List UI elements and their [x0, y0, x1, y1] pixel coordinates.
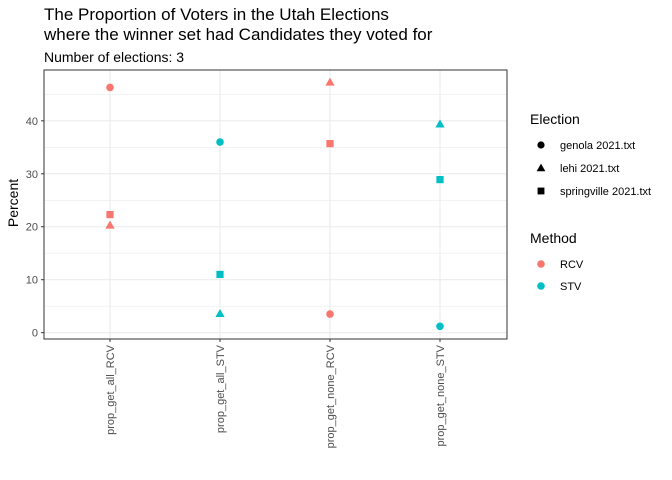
- data-point: [436, 322, 444, 331]
- data-point: [326, 140, 334, 148]
- data-point: [106, 210, 114, 219]
- x-tick-label: prop_get_none_RCV: [325, 344, 337, 448]
- data-point: [216, 138, 224, 146]
- legend-label-election: springville 2021.txt: [560, 186, 651, 198]
- chart-subtitle: Number of elections: 3: [44, 49, 184, 65]
- data-point: [215, 308, 225, 318]
- data-point: [326, 310, 334, 318]
- data-point: [106, 83, 114, 92]
- legend-label-election: genola 2021.txt: [560, 140, 635, 152]
- chart-title-line-1: The Proportion of Voters in the Utah Ele…: [44, 5, 389, 24]
- y-tick-label: 40: [26, 116, 38, 128]
- data-point: [216, 270, 224, 278]
- plot-border: [43, 69, 508, 340]
- y-tick-label: 20: [26, 222, 38, 234]
- legend-key-triangle: [536, 163, 546, 172]
- legend: Election genola 2021.txt lehi 2021.txt spri…: [530, 111, 651, 293]
- plot-layer: 0 10 20 30 40 prop_get_all_RCV prop_get_all_ST…: [26, 69, 508, 448]
- data-point: [435, 119, 445, 128]
- chart-title-line-2: where the winner set had Candidates they…: [43, 25, 433, 44]
- legend-key-color: [537, 282, 545, 290]
- legend-label-method: STV: [560, 281, 582, 293]
- y-tick-label: 10: [26, 275, 38, 287]
- legend-title-method: Method: [530, 230, 577, 246]
- legend-label-election: lehi 2021.txt: [560, 163, 619, 175]
- legend-key-square: [537, 187, 545, 195]
- y-axis-title: Percent: [5, 179, 21, 227]
- data-point: [436, 176, 444, 184]
- legend-key-circle: [537, 141, 545, 149]
- data-point: [325, 77, 335, 86]
- y-tick-label: 30: [26, 169, 38, 181]
- y-tick-label: 0: [32, 328, 38, 340]
- legend-title-election: Election: [530, 111, 580, 127]
- x-tick-label: prop_get_none_STV: [435, 344, 447, 446]
- data-point: [105, 220, 115, 229]
- legend-label-method: RCV: [560, 259, 584, 271]
- legend-key-color: [537, 260, 545, 268]
- plot-panel: [44, 70, 507, 339]
- x-tick-label: prop_get_all_STV: [215, 344, 227, 433]
- x-tick-label: prop_get_all_RCV: [105, 344, 117, 435]
